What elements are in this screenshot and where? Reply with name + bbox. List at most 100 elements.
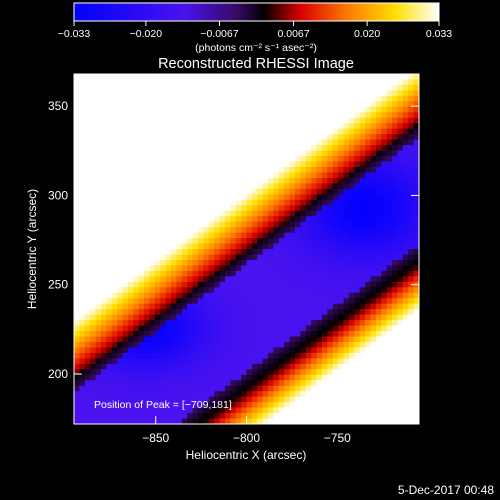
heatmap-cell [354, 380, 361, 387]
heatmap-cell [117, 369, 124, 376]
heatmap-cell [203, 205, 210, 212]
heatmap-cell [386, 117, 393, 124]
heatmap-cell [230, 358, 237, 365]
heatmap-cell [84, 270, 91, 277]
heatmap-cell [343, 216, 350, 223]
heatmap-cell [392, 402, 399, 409]
heatmap-cell [144, 74, 151, 81]
heatmap-cell [79, 369, 86, 376]
heatmap-cell [284, 314, 291, 321]
heatmap-cell [381, 287, 388, 294]
heatmap-cell [392, 347, 399, 354]
heatmap-cell [176, 166, 183, 174]
heatmap-cell [230, 292, 237, 299]
heatmap-cell [138, 166, 145, 174]
heatmap-cell [257, 298, 264, 305]
heatmap-cell [365, 123, 372, 130]
heatmap-cell [305, 183, 312, 190]
heatmap-cell [375, 232, 382, 239]
heatmap-cell [160, 402, 167, 409]
heatmap-cell [122, 358, 129, 365]
heatmap-cell [122, 270, 129, 277]
heatmap-cell [214, 418, 221, 424]
heatmap-cell [90, 183, 97, 190]
heatmap-cell [300, 183, 307, 190]
heatmap-cell [100, 249, 107, 256]
heatmap-cell [203, 413, 210, 420]
heatmap-cell [127, 150, 134, 157]
heatmap-cell [402, 320, 409, 327]
heatmap-cell [192, 298, 199, 305]
heatmap-cell [284, 227, 291, 234]
heatmap-cell [117, 183, 124, 190]
heatmap-cell [262, 407, 269, 414]
heatmap-cell [359, 407, 366, 414]
heatmap-cell [284, 74, 291, 81]
heatmap-cell [187, 123, 194, 130]
heatmap-cell [375, 336, 382, 343]
heatmap-cell [278, 413, 285, 420]
heatmap-cell [370, 183, 377, 190]
heatmap-cell [160, 287, 167, 294]
heatmap-cell [413, 402, 419, 409]
heatmap-cell [332, 134, 339, 141]
heatmap-cell [268, 216, 275, 223]
heatmap-cell [100, 74, 107, 81]
heatmap-cell [84, 325, 91, 332]
heatmap-cell [79, 331, 86, 338]
heatmap-cell [84, 352, 91, 359]
heatmap-cell [138, 139, 145, 146]
heatmap-cell [117, 101, 124, 108]
heatmap-cell [84, 123, 91, 130]
heatmap-cell [149, 380, 156, 387]
heatmap-cell [144, 325, 151, 332]
heatmap-cell [219, 374, 226, 381]
heatmap-cell [149, 254, 156, 261]
heatmap-cell [197, 188, 204, 195]
heatmap-cell [176, 259, 183, 267]
heatmap-cell [408, 249, 415, 256]
heatmap-cell [370, 249, 377, 256]
heatmap-cell [122, 161, 129, 168]
heatmap-cell [321, 374, 328, 381]
heatmap-cell [295, 369, 302, 376]
heatmap-cell [392, 101, 399, 108]
heatmap-cell [354, 90, 361, 97]
heatmap-cell [171, 101, 178, 108]
heatmap-cell [84, 265, 91, 272]
heatmap-cell [413, 309, 419, 316]
heatmap-cell [117, 232, 124, 239]
heatmap-cell [74, 128, 80, 135]
heatmap-cell [133, 309, 140, 316]
heatmap-cell [284, 188, 291, 195]
heatmap-cell [413, 238, 419, 245]
heatmap-cell [181, 358, 188, 365]
heatmap-cell [338, 314, 345, 321]
heatmap-cell [197, 391, 204, 398]
heatmap-cell [171, 84, 178, 92]
heatmap-cell [284, 128, 291, 135]
heatmap-cell [273, 270, 280, 277]
heatmap-cell [305, 303, 312, 310]
heatmap-cell [251, 347, 258, 354]
heatmap-cell [262, 336, 269, 343]
heatmap-cell [408, 276, 415, 283]
heatmap-cell [203, 396, 210, 403]
heatmap-cell [343, 79, 350, 86]
heatmap-cell [192, 292, 199, 299]
heatmap-cell [402, 183, 409, 190]
heatmap-cell [165, 90, 172, 97]
heatmap-cell [138, 369, 145, 376]
heatmap-cell [154, 402, 161, 409]
heatmap-cell [348, 287, 355, 294]
heatmap-cell [370, 287, 377, 294]
heatmap-cell [321, 128, 328, 135]
heatmap-cell [111, 347, 118, 354]
heatmap-cell [246, 249, 253, 256]
heatmap-cell [138, 358, 145, 365]
heatmap-cell [84, 407, 91, 414]
heatmap-cell [241, 221, 248, 228]
heatmap-cell [257, 352, 264, 359]
heatmap-cell [246, 227, 253, 234]
heatmap-cell [176, 249, 183, 256]
